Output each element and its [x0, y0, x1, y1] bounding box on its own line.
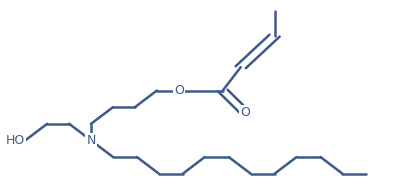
Text: N: N	[86, 134, 96, 147]
Text: HO: HO	[6, 134, 25, 147]
Text: O: O	[240, 106, 250, 119]
Text: O: O	[174, 84, 184, 97]
